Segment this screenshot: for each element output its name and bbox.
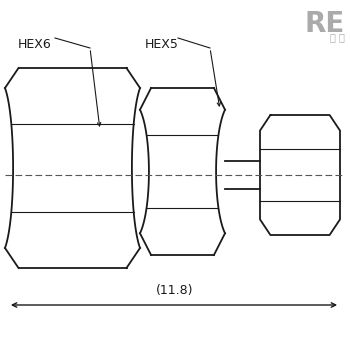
Text: (11.8): (11.8)	[156, 284, 194, 297]
Text: HEX5: HEX5	[145, 38, 179, 51]
Text: 里 山: 里 山	[330, 32, 345, 42]
Text: HEX6: HEX6	[18, 38, 52, 51]
Text: RE: RE	[305, 10, 345, 38]
